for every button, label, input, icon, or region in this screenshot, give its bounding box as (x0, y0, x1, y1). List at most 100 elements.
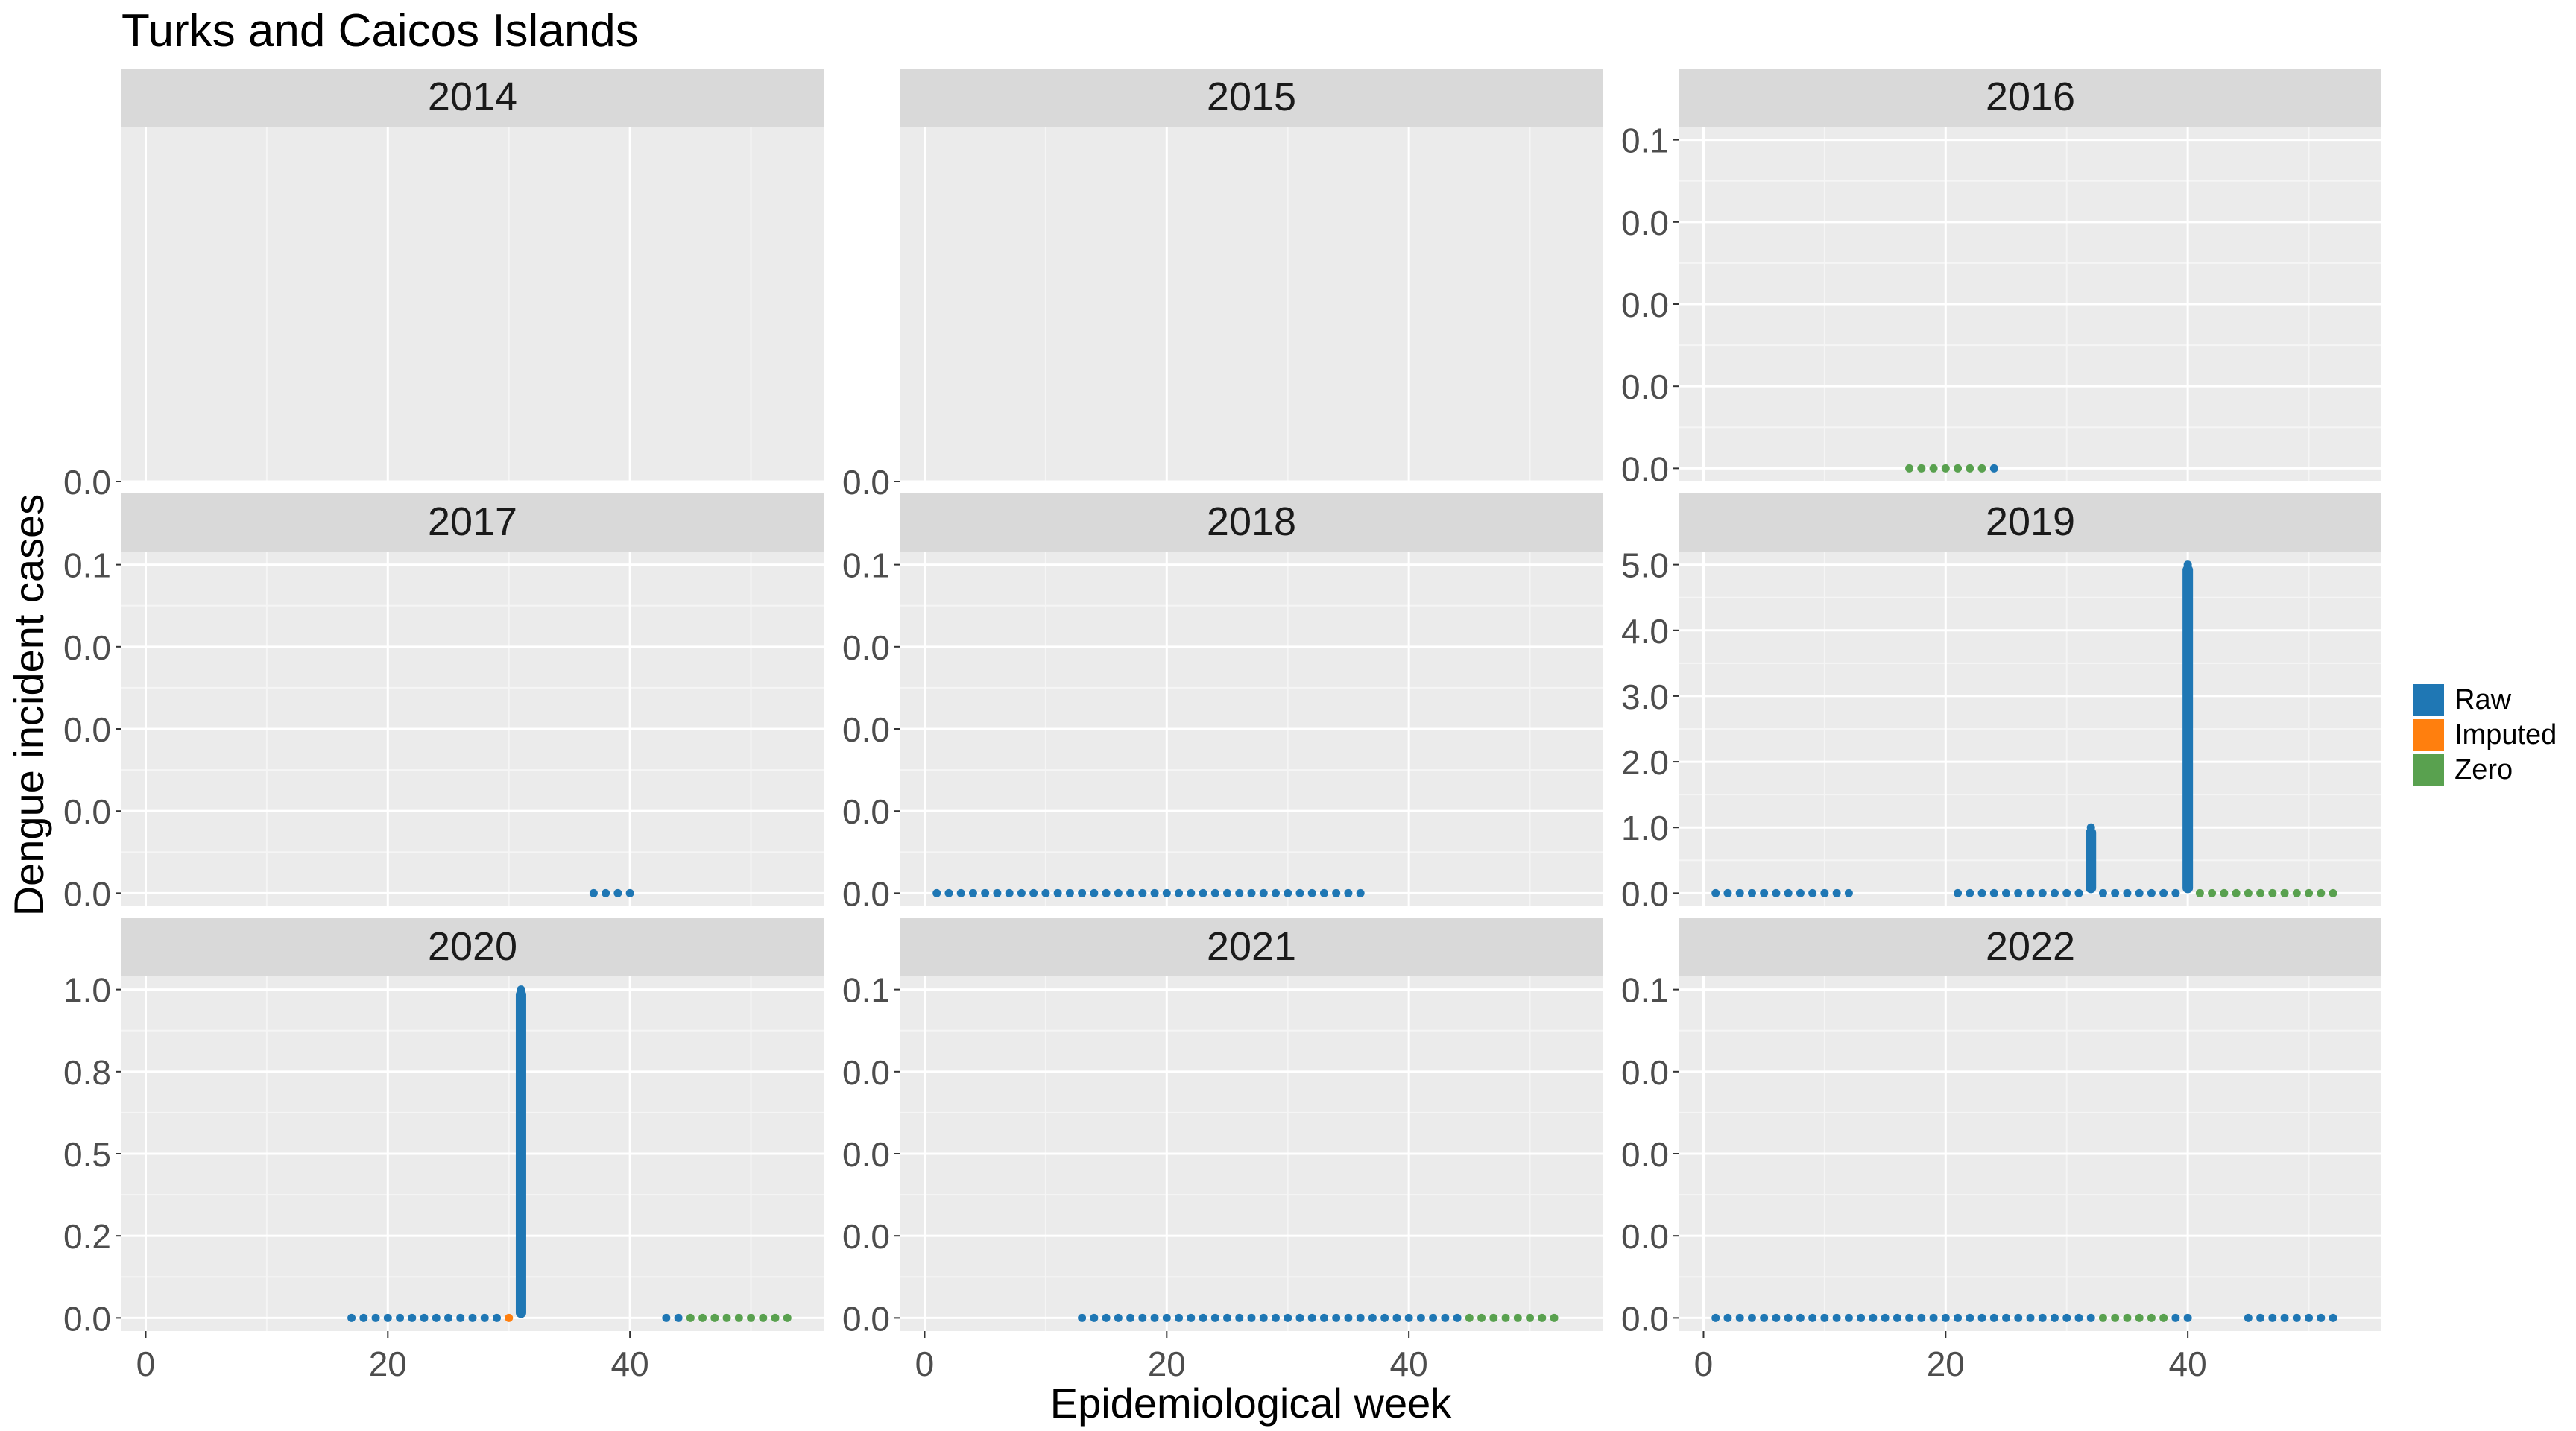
data-point (1441, 1313, 1450, 1322)
data-point (2329, 1313, 2337, 1322)
data-point (1102, 888, 1111, 897)
data-bar (515, 989, 526, 1318)
data-point (2002, 1313, 2011, 1322)
data-point (2098, 888, 2107, 897)
data-point (734, 1313, 743, 1322)
data-point (1808, 888, 1817, 897)
data-point (1465, 1313, 1474, 1322)
facet-strip (121, 69, 824, 127)
data-point (1210, 888, 1219, 897)
data-point (1114, 1313, 1123, 1322)
data-point (771, 1313, 780, 1322)
data-point (944, 888, 953, 897)
y-tick-label: 0.1 (1621, 971, 1669, 1010)
data-point (1344, 1313, 1353, 1322)
data-point (1747, 888, 1756, 897)
data-point (1199, 888, 1208, 897)
data-point (1284, 888, 1292, 897)
data-point (1832, 1313, 1841, 1322)
data-point (1796, 1313, 1805, 1322)
y-tick-label: 0.8 (63, 1053, 111, 1092)
y-tick-label: 0.0 (1621, 1135, 1669, 1174)
data-bar (2182, 564, 2194, 894)
y-tick-label: 0.0 (842, 628, 890, 667)
y-tick-label: 0.0 (1621, 874, 1669, 913)
data-point (2038, 888, 2047, 897)
data-point (2171, 888, 2180, 897)
data-point (468, 1313, 477, 1322)
data-point (1162, 1313, 1171, 1322)
data-point (1150, 1313, 1159, 1322)
data-point (1187, 1313, 1196, 1322)
facet-strip-label: 2022 (1986, 924, 2075, 969)
data-point (2123, 888, 2132, 897)
data-point (1319, 888, 1328, 897)
data-point (1989, 1313, 1998, 1322)
data-point (1344, 888, 1353, 897)
data-point (2183, 1313, 2192, 1322)
y-tick-label: 0.0 (1621, 367, 1669, 406)
data-point (2268, 888, 2277, 897)
data-point (1538, 1313, 1547, 1322)
data-point (2171, 1313, 2180, 1322)
data-point (1368, 1313, 1377, 1322)
data-point (602, 888, 610, 897)
data-point (1760, 888, 1769, 897)
facet-panel-2021: 2021 0.0 0.0 0.0 0.0 0.1 0 20 40 (842, 918, 1603, 1383)
data-point (1550, 1313, 1559, 1322)
legend-label: Zero (2455, 754, 2513, 786)
data-point (1881, 1313, 1890, 1322)
data-point (674, 1313, 683, 1322)
data-point (420, 1313, 429, 1322)
data-point (2305, 888, 2314, 897)
data-point (968, 888, 977, 897)
data-point (1235, 1313, 1244, 1322)
facet-panel-2019: 2019 0.0 1.0 2.0 3.0 4.0 5.0 (1621, 493, 2381, 913)
data-point (1271, 1313, 1280, 1322)
x-axis-label: Epidemiological week (1050, 1380, 1453, 1427)
data-point (2135, 1313, 2144, 1322)
data-point (1090, 888, 1099, 897)
data-point (1332, 888, 1341, 897)
data-point (2208, 888, 2217, 897)
data-point (1501, 1313, 1510, 1322)
x-tick-label: 40 (1390, 1345, 1428, 1383)
data-point (2280, 888, 2289, 897)
data-point (1954, 464, 1963, 473)
data-point (1223, 888, 1232, 897)
facet-strip-label: 2016 (1986, 75, 2075, 119)
data-point (2280, 1313, 2289, 1322)
y-tick-label: 3.0 (1621, 677, 1669, 716)
data-point (1138, 1313, 1147, 1322)
data-point (2244, 888, 2253, 897)
facet-strip-label: 2019 (1986, 499, 2075, 544)
series-raw (1711, 1313, 2337, 1322)
facet-panel-2017: 2017 0.0 0.0 0.0 0.0 0.1 (63, 493, 824, 913)
data-point (2195, 888, 2204, 897)
data-point (2123, 1313, 2132, 1322)
data-point (1808, 1313, 1817, 1322)
data-point (2050, 1313, 2059, 1322)
x-tick-label: 0 (136, 1345, 156, 1383)
data-point (1295, 888, 1304, 897)
data-point (1247, 888, 1256, 897)
data-point (2220, 888, 2229, 897)
facet-strip-label: 2014 (428, 75, 517, 119)
data-point (1989, 888, 1998, 897)
data-point (1711, 1313, 1720, 1322)
data-point (1844, 1313, 1853, 1322)
data-point (2268, 1313, 2277, 1322)
facet-panel-2015: 2015 0.0 (842, 69, 1603, 502)
data-point (981, 888, 990, 897)
y-tick-label: 0.0 (842, 792, 890, 831)
legend-label: Raw (2455, 684, 2512, 716)
facet-strip (900, 493, 1603, 552)
data-point (1319, 1313, 1328, 1322)
facet-strip-label: 2021 (1207, 924, 1296, 969)
x-tick-label: 20 (1927, 1345, 1965, 1383)
data-point (1065, 888, 1074, 897)
data-point (2014, 888, 2023, 897)
data-point (993, 888, 1002, 897)
y-tick-label: 0.1 (842, 971, 890, 1010)
